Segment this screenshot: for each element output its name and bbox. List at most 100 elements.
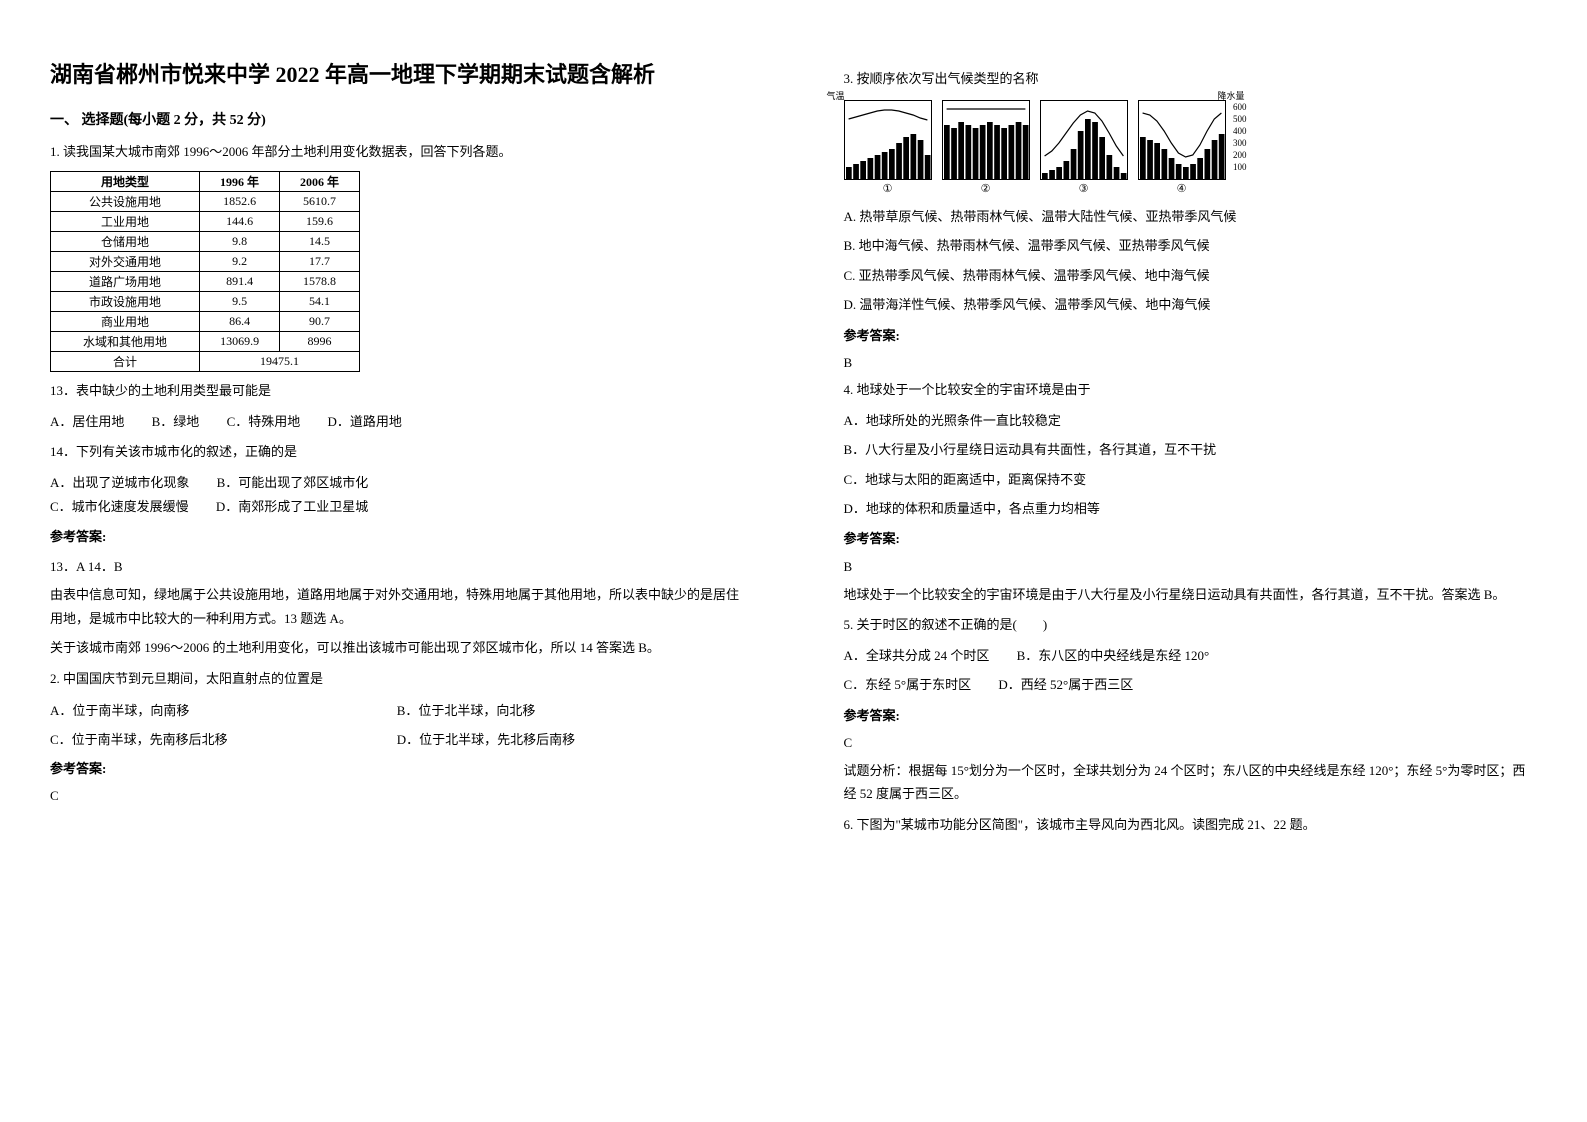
- q3-opt-c: C. 亚热带季风气候、热带雨林气候、温带季风气候、地中海气候: [844, 264, 1538, 287]
- q5-text: 5. 关于时区的叙述不正确的是( ): [844, 614, 1538, 636]
- table-cell: 159.6: [280, 211, 360, 231]
- q4-opt-d: D．地球的体积和质量适中，各点重力均相等: [844, 497, 1538, 520]
- table-cell: 对外交通用地: [51, 251, 200, 271]
- q3-opt-a: A. 热带草原气候、热带雨林气候、温带大陆性气候、亚热带季风气候: [844, 205, 1538, 228]
- table-cell: 8996: [280, 331, 360, 351]
- q3-opt-d: D. 温带海洋性气候、热带季风气候、温带季风气候、地中海气候: [844, 293, 1538, 316]
- q13-opt-c: C．特殊用地: [227, 410, 301, 433]
- q4-opt-a: A．地球所处的光照条件一直比较稳定: [844, 409, 1538, 432]
- chart-label: ②: [942, 182, 1030, 195]
- q2-opt-b: B．位于北半球，向北移: [397, 700, 744, 719]
- table-cell: 54.1: [280, 291, 360, 311]
- table-row: 对外交通用地9.217.7: [51, 251, 360, 271]
- q13-opt-a: A．居住用地: [50, 410, 124, 433]
- q5-opt-c: C．东经 5°属于东时区: [844, 673, 972, 696]
- q2-opt-c: C．位于南半球，先南移后北移: [50, 729, 397, 748]
- q2-opt-d: D．位于北半球，先北移后南移: [397, 729, 744, 748]
- chart-label: ④: [1138, 182, 1226, 195]
- q14-text: 14．下列有关该市城市化的叙述，正确的是: [50, 441, 744, 463]
- table-cell: 公共设施用地: [51, 191, 200, 211]
- chart-label: ①: [844, 182, 932, 195]
- q3-answer-label: 参考答案:: [844, 325, 1538, 347]
- q4-answer-label: 参考答案:: [844, 528, 1538, 550]
- left-column: 湖南省郴州市悦来中学 2022 年高一地理下学期期末试题含解析 一、 选择题(每…: [0, 0, 794, 1122]
- table-row: 水域和其他用地13069.98996: [51, 331, 360, 351]
- table-row: 商业用地86.490.7: [51, 311, 360, 331]
- table-cell: 9.2: [200, 251, 280, 271]
- table-cell: 1852.6: [200, 191, 280, 211]
- table-row: 道路广场用地891.41578.8: [51, 271, 360, 291]
- q13-opt-d: D．道路用地: [327, 410, 401, 433]
- q5-explain: 试题分析：根据每 15°划分为一个区时，全球共划分为 24 个区时；东八区的中央…: [844, 759, 1538, 806]
- climate-chart: 气温 ①: [844, 100, 932, 195]
- q4-answer: B: [844, 559, 1538, 575]
- right-column: 3. 按顺序依次写出气候类型的名称 气温 ①②③ 降水量60050040030020…: [794, 0, 1587, 1122]
- q5-opt-d: D．西经 52°属于西三区: [998, 673, 1133, 696]
- chart-box: [1040, 100, 1128, 180]
- q1-explain2: 关于该城市南郊 1996～2006 的土地利用变化，可以推出该城市可能出现了郊区…: [50, 636, 744, 659]
- table-cell: 86.4: [200, 311, 280, 331]
- y-axis-right: 600500400300200100: [1233, 101, 1247, 173]
- q5-options-row1: A．全球共分成 24 个时区 B．东八区的中央经线是东经 120°: [844, 644, 1538, 667]
- q5-answer-label: 参考答案:: [844, 705, 1538, 727]
- table-cell: 13069.9: [200, 331, 280, 351]
- temp-unit-label: 气温: [827, 89, 845, 102]
- q2-text: 2. 中国国庆节到元旦期间，太阳直射点的位置是: [50, 668, 744, 690]
- climate-svg: [845, 101, 931, 179]
- q2-answer-label: 参考答案:: [50, 758, 744, 780]
- q1-answer: 13．A 14．B: [50, 556, 744, 575]
- chart-label: ③: [1040, 182, 1128, 195]
- table-cell: 市政设施用地: [51, 291, 200, 311]
- table-cell: 144.6: [200, 211, 280, 231]
- q1-answer-label: 参考答案:: [50, 526, 744, 548]
- climate-chart: 降水量600500400300200100 ④: [1138, 100, 1226, 195]
- q4-opt-c: C．地球与太阳的距离适中，距离保持不变: [844, 468, 1538, 491]
- section-header: 一、 选择题(每小题 2 分，共 52 分): [50, 109, 744, 129]
- q3-text: 3. 按顺序依次写出气候类型的名称: [844, 68, 1538, 90]
- q5-opt-b: B．东八区的中央经线是东经 120°: [1017, 644, 1210, 667]
- q14-opt-c: C．城市化速度发展缓慢: [50, 495, 189, 518]
- climate-svg: [1139, 101, 1225, 179]
- table-row: 公共设施用地1852.65610.7: [51, 191, 360, 211]
- table-row: 市政设施用地9.554.1: [51, 291, 360, 311]
- table-header-row: 用地类型 1996 年 2006 年: [51, 171, 360, 191]
- chart-box: 降水量600500400300200100: [1138, 100, 1226, 180]
- table-cell: 仓储用地: [51, 231, 200, 251]
- th-2006: 2006 年: [280, 171, 360, 191]
- climate-svg: [1041, 101, 1127, 179]
- chart-box: 气温: [844, 100, 932, 180]
- document-title: 湖南省郴州市悦来中学 2022 年高一地理下学期期末试题含解析: [50, 60, 744, 91]
- q13-text: 13．表中缺少的土地利用类型最可能是: [50, 380, 744, 402]
- q5-options-row2: C．东经 5°属于东时区 D．西经 52°属于西三区: [844, 673, 1538, 696]
- table-cell: 14.5: [280, 231, 360, 251]
- q4-explain: 地球处于一个比较安全的宇宙环境是由于八大行星及小行星绕日运动具有共面性，各行其道…: [844, 583, 1538, 606]
- chart-box: [942, 100, 1030, 180]
- table-cell: 1578.8: [280, 271, 360, 291]
- table-cell: 水域和其他用地: [51, 331, 200, 351]
- q3-answer: B: [844, 355, 1538, 371]
- climate-chart: ②: [942, 100, 1030, 195]
- climate-charts-row: 气温 ①②③ 降水量600500400300200100 ④: [844, 100, 1538, 195]
- table-cell: 道路广场用地: [51, 271, 200, 291]
- q1-explain1: 由表中信息可知，绿地属于公共设施用地，道路用地属于对外交通用地，特殊用地属于其他…: [50, 583, 744, 630]
- table-cell: 商业用地: [51, 311, 200, 331]
- table-cell: 合计: [51, 351, 200, 371]
- th-1996: 1996 年: [200, 171, 280, 191]
- q3-opt-b: B. 地中海气候、热带雨林气候、温带季风气候、亚热带季风气候: [844, 234, 1538, 257]
- q2-opt-a: A．位于南半球，向南移: [50, 700, 397, 719]
- table-row: 仓储用地9.814.5: [51, 231, 360, 251]
- table-cell: 工业用地: [51, 211, 200, 231]
- table-cell: 5610.7: [280, 191, 360, 211]
- q2-answer: C: [50, 788, 744, 804]
- table-cell: 90.7: [280, 311, 360, 331]
- q4-opt-b: B．八大行星及小行星绕日运动具有共面性，各行其道，互不干扰: [844, 438, 1538, 461]
- table-cell: 19475.1: [200, 351, 360, 371]
- land-use-table: 用地类型 1996 年 2006 年 公共设施用地1852.65610.7工业用…: [50, 171, 360, 372]
- q1-intro: 1. 读我国某大城市南郊 1996～2006 年部分土地利用变化数据表，回答下列…: [50, 141, 744, 163]
- q13-opt-b: B．绿地: [152, 410, 200, 433]
- q13-options: A．居住用地 B．绿地 C．特殊用地 D．道路用地: [50, 410, 744, 433]
- q14-options: A．出现了逆城市化现象 B．可能出现了郊区城市化 C．城市化速度发展缓慢 D．南…: [50, 471, 744, 518]
- climate-svg: [943, 101, 1029, 179]
- q5-answer: C: [844, 735, 1538, 751]
- table-cell: 9.5: [200, 291, 280, 311]
